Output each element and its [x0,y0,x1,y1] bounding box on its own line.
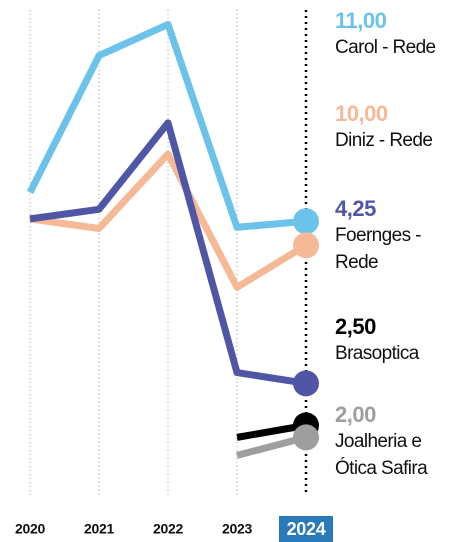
highlight-box [279,516,333,542]
legend-label: Carol - Rede [335,37,436,58]
end-dot [293,370,319,397]
legend-label: Brasoptica [335,343,419,364]
series-label: 2,00 Joalheria e Ótica Safira [335,402,449,482]
series-label: 10,00 Diniz - Rede [335,101,449,154]
value-label: 11,00 [335,8,387,33]
series-line [29,150,308,291]
value-label: 10,00 [335,101,388,126]
legend-label: Foernges - Rede [335,225,421,273]
value-label: 2,00 [335,402,376,427]
legend-label: Joalheria e Ótica Safira [335,431,428,479]
series-line [26,20,307,231]
series-label: 2,50 Brasoptica [335,314,449,367]
x-tick-label: 2020 [15,521,45,537]
series-line [29,119,307,387]
x-tick-label: 2024 [287,519,326,539]
x-tick-label: 2023 [222,521,252,537]
series-label: 11,00 Carol - Rede [335,8,449,61]
end-dot [293,232,319,259]
x-tick-label: 2021 [84,521,114,537]
legend-label: Diniz - Rede [335,130,433,151]
series-label: 4,25 Foernges - Rede [335,196,449,276]
value-label: 4,25 [335,196,376,221]
value-label: 2,50 [335,314,376,339]
x-tick-label: 2022 [153,521,183,537]
end-dot [293,424,319,451]
end-dot [293,208,319,235]
